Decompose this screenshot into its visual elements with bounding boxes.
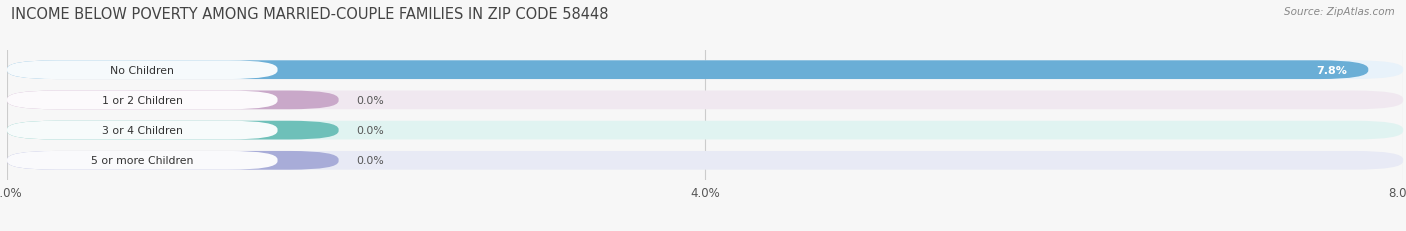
FancyBboxPatch shape (7, 91, 277, 110)
FancyBboxPatch shape (7, 61, 277, 80)
Text: INCOME BELOW POVERTY AMONG MARRIED-COUPLE FAMILIES IN ZIP CODE 58448: INCOME BELOW POVERTY AMONG MARRIED-COUPL… (11, 7, 609, 22)
FancyBboxPatch shape (7, 61, 1368, 80)
Text: 3 or 4 Children: 3 or 4 Children (101, 126, 183, 136)
FancyBboxPatch shape (7, 121, 277, 140)
FancyBboxPatch shape (7, 121, 1403, 140)
Text: Source: ZipAtlas.com: Source: ZipAtlas.com (1284, 7, 1395, 17)
Text: No Children: No Children (110, 65, 174, 75)
FancyBboxPatch shape (7, 151, 1403, 170)
Text: 0.0%: 0.0% (356, 95, 384, 105)
FancyBboxPatch shape (7, 121, 339, 140)
Text: 0.0%: 0.0% (356, 156, 384, 166)
Text: 7.8%: 7.8% (1316, 65, 1347, 75)
FancyBboxPatch shape (7, 151, 277, 170)
Text: 1 or 2 Children: 1 or 2 Children (101, 95, 183, 105)
FancyBboxPatch shape (7, 91, 1403, 110)
FancyBboxPatch shape (7, 151, 339, 170)
FancyBboxPatch shape (7, 61, 1403, 80)
Text: 5 or more Children: 5 or more Children (91, 156, 194, 166)
FancyBboxPatch shape (7, 91, 339, 110)
Text: 0.0%: 0.0% (356, 126, 384, 136)
